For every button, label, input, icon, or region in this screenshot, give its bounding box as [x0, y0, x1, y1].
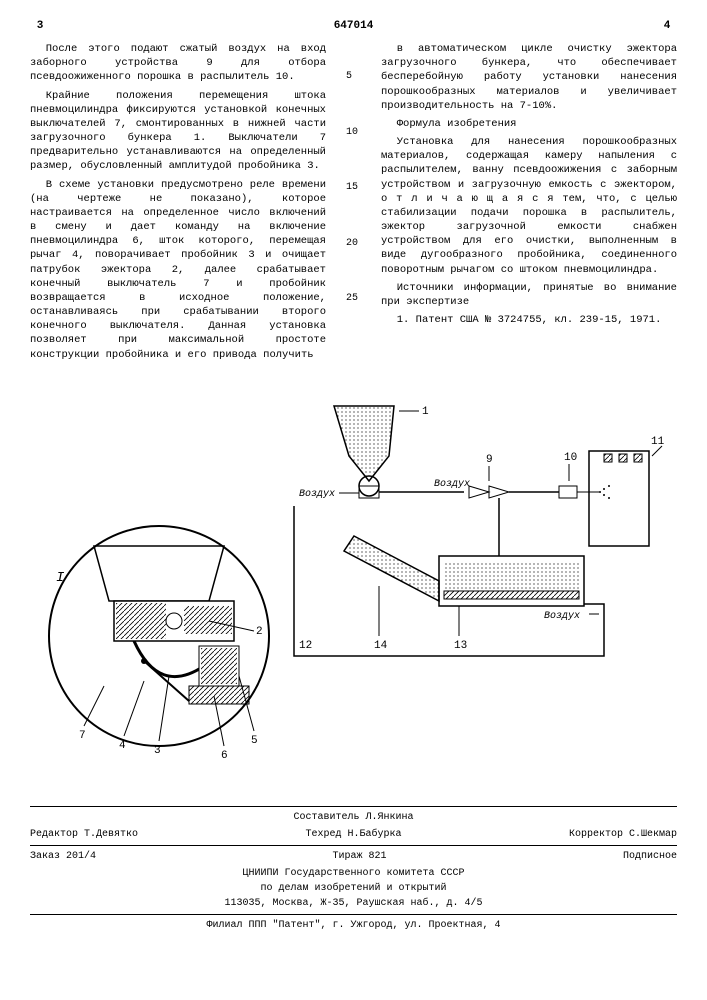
fig-label-4: 4	[119, 740, 126, 752]
air-inlet-1: Воздух	[299, 486, 379, 500]
order-num: 201/4	[66, 851, 96, 862]
fig-label-12: 12	[299, 640, 312, 652]
corrector-label: Корректор	[569, 829, 623, 840]
line-num: 15	[346, 181, 361, 195]
line-number-gutter: 5 10 15 20 25	[346, 42, 361, 366]
para: В схеме установки предусмотрено реле вре…	[30, 178, 326, 362]
right-column: в автоматическом цикле очистку эжектора …	[381, 42, 677, 366]
para: 1. Патент США № 3724755, кл. 239-15, 197…	[381, 313, 677, 327]
para: в автоматическом цикле очистку эжектора …	[381, 42, 677, 113]
tirage-label: Тираж	[332, 851, 362, 862]
para: Источники информации, принятые во вниман…	[381, 281, 677, 309]
line-num: 5	[346, 70, 361, 84]
para: Крайние положения перемещения штока пнев…	[30, 89, 326, 174]
fig-label-7: 7	[79, 730, 86, 742]
fig-label-11: 11	[651, 436, 664, 448]
fig-label-10: 10	[564, 452, 577, 464]
addr1: 113035, Москва, Ж-35, Раушская наб., д. …	[30, 896, 677, 911]
editor-name: Т.Девятко	[84, 829, 138, 840]
fig-label-5: 5	[251, 735, 258, 747]
signed: Подписное	[623, 849, 677, 864]
formula-title: Формула изобретения	[381, 117, 677, 131]
line-num: 25	[346, 292, 361, 306]
fig-label-2: 2	[256, 626, 263, 638]
fig-label-6: 6	[221, 750, 228, 762]
corrector-name: С.Шекмар	[629, 829, 677, 840]
para: Установка для нанесения порошкообразных …	[381, 135, 677, 277]
footer: Составитель Л.Янкина Редактор Т.Девятко …	[30, 806, 677, 933]
tech-name: Н.Бабурка	[348, 829, 402, 840]
addr2: Филиал ППП "Патент", г. Ужгород, ул. Про…	[30, 918, 677, 933]
air-label: Воздух	[544, 611, 580, 622]
tech-label: Техред	[305, 829, 341, 840]
tirage-num: 821	[369, 851, 387, 862]
fluid-bath: Воздух 13	[439, 556, 599, 652]
fig-label-I: I	[56, 570, 65, 586]
line-num: 10	[346, 126, 361, 140]
hopper: 1	[334, 406, 429, 496]
patent-number: 647014	[50, 20, 657, 32]
patent-figure: 1 Воздух Воздух 9 10	[44, 386, 664, 786]
left-column: После этого подают сжатый воздух на вход…	[30, 42, 326, 366]
compiler-label: Составитель	[293, 812, 359, 823]
fig-label-3: 3	[154, 745, 161, 757]
fig-label-9: 9	[486, 454, 493, 466]
tray: 14	[344, 536, 439, 652]
page-num-left: 3	[30, 20, 50, 32]
order-label: Заказ	[30, 851, 60, 862]
air-label: Воздух	[299, 489, 335, 500]
org-line2: по делам изобретений и открытий	[30, 881, 677, 896]
page-num-right: 4	[657, 20, 677, 32]
air-label: Воздух	[434, 479, 470, 490]
line-num: 20	[346, 237, 361, 251]
para: После этого подают сжатый воздух на вход…	[30, 42, 326, 85]
org-line1: ЦНИИПИ Государственного комитета СССР	[30, 866, 677, 881]
top-line: Воздух 9 10 11	[434, 436, 664, 546]
fig-label-1: 1	[422, 406, 429, 418]
fig-label-14: 14	[374, 640, 388, 652]
fig-label-13: 13	[454, 640, 467, 652]
detail-view: I 2 7 4 3 6	[49, 526, 269, 762]
compiler-name: Л.Янкина	[366, 812, 414, 823]
editor-label: Редактор	[30, 829, 78, 840]
